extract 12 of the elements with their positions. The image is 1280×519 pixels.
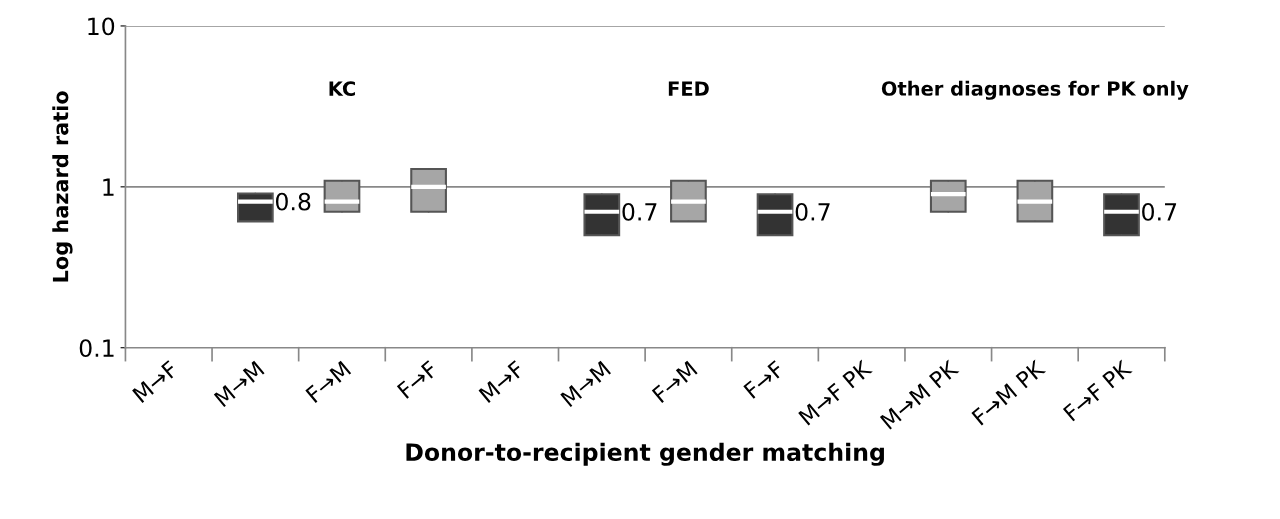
text: 0.7 xyxy=(622,202,657,221)
y-tick-label: 0.1 xyxy=(79,339,114,358)
x-axis-title: Donor-to-recipient gender matching xyxy=(406,442,884,466)
annotation: Other diagnoses for PK only xyxy=(881,80,1189,100)
y-tick-label: 10 xyxy=(88,17,115,36)
y-tick-label: 1 xyxy=(103,178,114,196)
annotation: KC xyxy=(329,81,355,96)
y-axis-title: Log hazard ratio xyxy=(52,91,73,282)
text: 0.7 xyxy=(795,202,830,221)
annotation: FED xyxy=(668,81,709,96)
text: 0.7 xyxy=(1142,202,1177,221)
text: 0.8 xyxy=(275,192,311,211)
